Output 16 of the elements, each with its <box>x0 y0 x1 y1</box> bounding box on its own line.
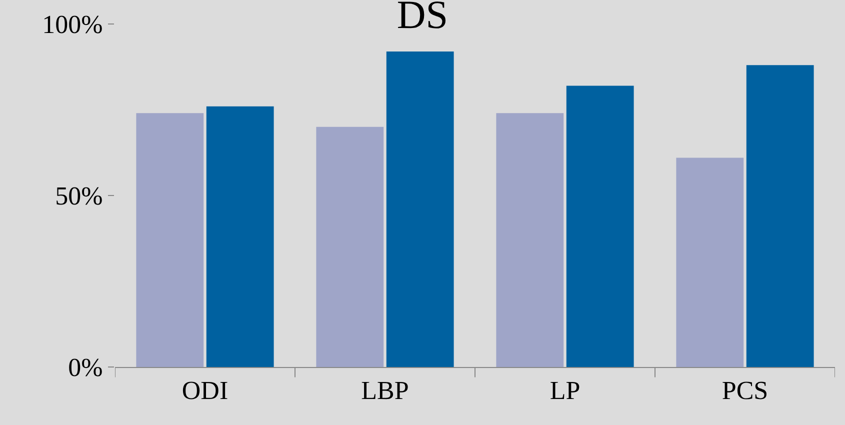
y-tick-label: 100% <box>42 10 103 40</box>
bar <box>566 86 634 367</box>
x-tick-label: LP <box>550 376 580 406</box>
x-tick-label: ODI <box>182 376 228 406</box>
chart-title: DS <box>396 0 448 37</box>
bar <box>316 126 384 367</box>
bar <box>746 65 814 367</box>
x-tick-label: LBP <box>361 376 409 406</box>
bar <box>676 158 744 367</box>
bar <box>136 113 204 367</box>
x-tick-label: PCS <box>722 376 768 406</box>
y-tick-label: 50% <box>55 182 103 211</box>
y-tick-label: 0% <box>68 353 103 382</box>
bar <box>496 113 564 367</box>
bar <box>386 51 454 367</box>
bar <box>206 106 274 367</box>
